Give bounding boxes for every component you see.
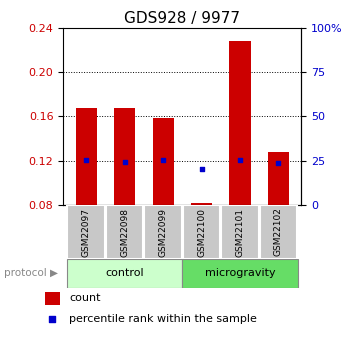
Bar bbox=[67, 259, 182, 288]
Bar bbox=[106, 205, 143, 259]
Point bbox=[237, 157, 243, 162]
Text: GSM22099: GSM22099 bbox=[158, 207, 168, 257]
Text: GSM22100: GSM22100 bbox=[197, 207, 206, 257]
Point bbox=[199, 166, 204, 171]
Point bbox=[49, 316, 55, 322]
Text: microgravity: microgravity bbox=[205, 268, 275, 278]
Bar bbox=[182, 259, 297, 288]
Bar bbox=[268, 152, 289, 205]
Text: percentile rank within the sample: percentile rank within the sample bbox=[69, 314, 257, 324]
Bar bbox=[68, 205, 105, 259]
Bar bbox=[153, 118, 174, 205]
Bar bbox=[114, 108, 135, 205]
Text: GSM22098: GSM22098 bbox=[120, 207, 129, 257]
Bar bbox=[260, 205, 297, 259]
Point bbox=[160, 157, 166, 162]
Bar bbox=[45, 292, 60, 305]
Bar bbox=[191, 203, 212, 205]
Text: GSM22097: GSM22097 bbox=[82, 207, 91, 257]
Bar bbox=[144, 205, 182, 259]
Text: GSM22102: GSM22102 bbox=[274, 208, 283, 256]
Text: protocol ▶: protocol ▶ bbox=[4, 268, 58, 278]
Bar bbox=[229, 41, 251, 205]
Text: GSM22101: GSM22101 bbox=[235, 207, 244, 257]
Point bbox=[275, 160, 281, 166]
Point bbox=[122, 159, 127, 165]
Bar bbox=[183, 205, 220, 259]
Title: GDS928 / 9977: GDS928 / 9977 bbox=[124, 11, 240, 27]
Point bbox=[83, 157, 89, 162]
Bar bbox=[221, 205, 259, 259]
Text: count: count bbox=[69, 294, 101, 303]
Bar bbox=[76, 108, 97, 205]
Text: control: control bbox=[105, 268, 144, 278]
